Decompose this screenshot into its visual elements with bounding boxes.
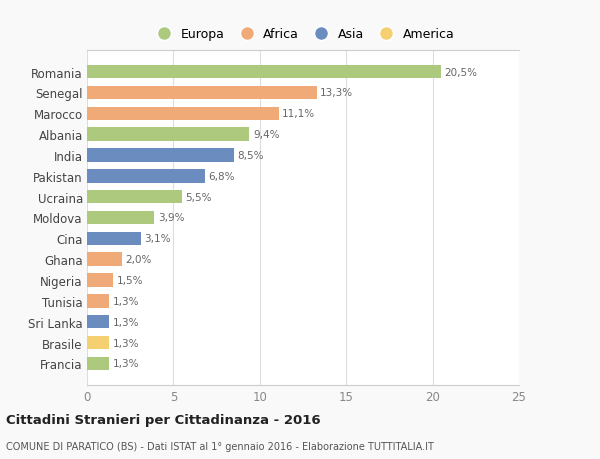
Bar bbox=[87, 253, 122, 266]
Bar bbox=[87, 315, 109, 329]
Text: 8,5%: 8,5% bbox=[238, 151, 264, 161]
Bar bbox=[87, 86, 317, 100]
Text: 6,8%: 6,8% bbox=[208, 172, 235, 181]
Text: 20,5%: 20,5% bbox=[445, 67, 478, 78]
Bar bbox=[87, 211, 154, 225]
Text: COMUNE DI PARATICO (BS) - Dati ISTAT al 1° gennaio 2016 - Elaborazione TUTTITALI: COMUNE DI PARATICO (BS) - Dati ISTAT al … bbox=[6, 441, 434, 451]
Text: Cittadini Stranieri per Cittadinanza - 2016: Cittadini Stranieri per Cittadinanza - 2… bbox=[6, 413, 320, 426]
Text: 9,4%: 9,4% bbox=[253, 130, 280, 140]
Bar bbox=[87, 149, 234, 162]
Bar bbox=[87, 232, 140, 246]
Legend: Europa, Africa, Asia, America: Europa, Africa, Asia, America bbox=[152, 28, 454, 41]
Bar bbox=[87, 170, 205, 183]
Text: 3,9%: 3,9% bbox=[158, 213, 184, 223]
Bar bbox=[87, 66, 441, 79]
Bar bbox=[87, 190, 182, 204]
Text: 13,3%: 13,3% bbox=[320, 88, 353, 98]
Text: 1,5%: 1,5% bbox=[116, 275, 143, 285]
Text: 11,1%: 11,1% bbox=[282, 109, 316, 119]
Text: 1,3%: 1,3% bbox=[113, 358, 139, 369]
Text: 2,0%: 2,0% bbox=[125, 255, 151, 264]
Text: 5,5%: 5,5% bbox=[185, 192, 212, 202]
Bar bbox=[87, 294, 109, 308]
Bar bbox=[87, 107, 279, 121]
Bar bbox=[87, 128, 250, 142]
Text: 1,3%: 1,3% bbox=[113, 317, 139, 327]
Text: 1,3%: 1,3% bbox=[113, 296, 139, 306]
Bar bbox=[87, 274, 113, 287]
Text: 1,3%: 1,3% bbox=[113, 338, 139, 348]
Bar bbox=[87, 357, 109, 370]
Text: 3,1%: 3,1% bbox=[144, 234, 170, 244]
Bar bbox=[87, 336, 109, 350]
